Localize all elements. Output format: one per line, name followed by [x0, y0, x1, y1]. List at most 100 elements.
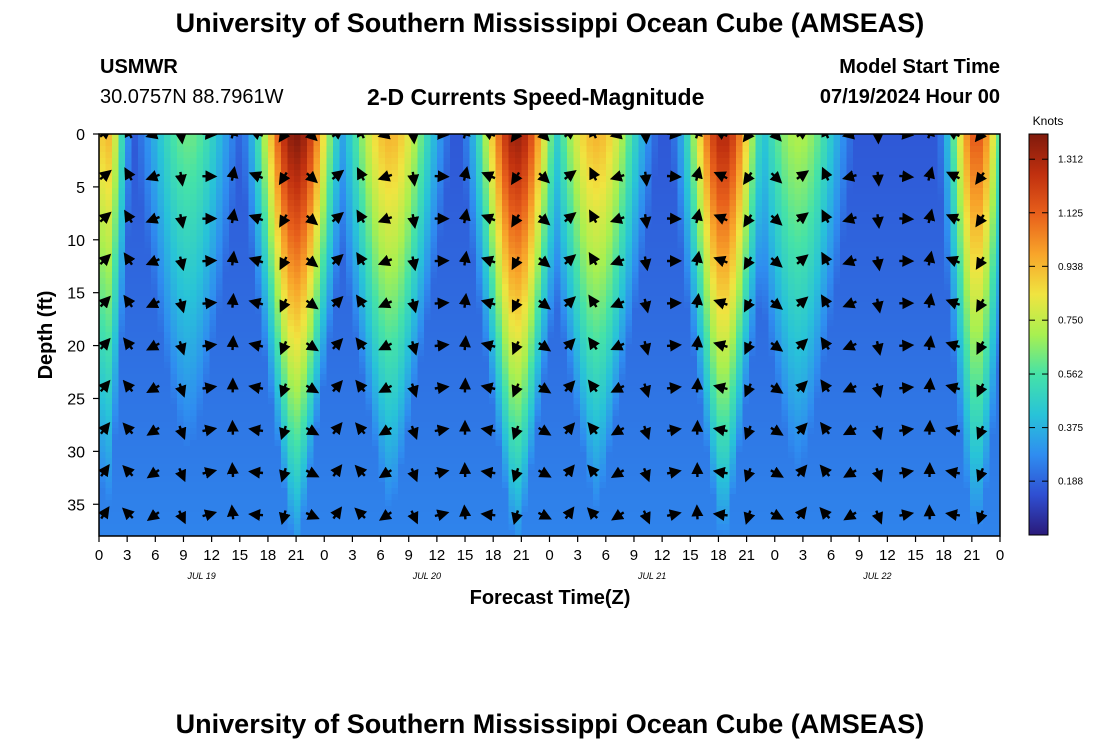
heatmap-cell [879, 242, 887, 249]
heatmap-cell [515, 206, 523, 213]
heatmap-cell [502, 134, 510, 141]
heatmap-cell [242, 134, 250, 141]
heatmap-cell [131, 320, 139, 327]
heatmap-cell [203, 338, 211, 345]
heatmap-cell [164, 302, 172, 309]
heatmap-cell [677, 140, 685, 147]
heatmap-cell [580, 188, 588, 195]
heatmap-cell [879, 296, 887, 303]
heatmap-cell [326, 332, 334, 339]
heatmap-cell [404, 224, 412, 231]
heatmap-cell [281, 236, 289, 243]
heatmap-cell [528, 272, 536, 279]
heatmap-cell [307, 284, 315, 291]
heatmap-cell [885, 272, 893, 279]
heatmap-cell [365, 254, 373, 261]
heatmap-cell [645, 170, 653, 177]
heatmap-cell [833, 194, 841, 201]
heatmap-cell [521, 302, 529, 309]
heatmap-cell [658, 338, 666, 345]
heatmap-cell [684, 170, 692, 177]
heatmap-cell [976, 182, 984, 189]
heatmap-cell [911, 200, 919, 207]
heatmap-cell [521, 158, 529, 165]
heatmap-cell [281, 182, 289, 189]
heatmap-cell [983, 284, 991, 291]
heatmap-cell [521, 182, 529, 189]
heatmap-cell [775, 230, 783, 237]
heatmap-cell [326, 230, 334, 237]
heatmap-cell [157, 260, 165, 267]
heatmap-cell [515, 182, 523, 189]
heatmap-cell [495, 248, 503, 255]
heatmap-cell [105, 314, 113, 321]
heatmap-cell [164, 278, 172, 285]
heatmap-cell [996, 134, 1000, 141]
heatmap-cell [580, 236, 588, 243]
heatmap-cell [918, 182, 926, 189]
heatmap-cell [300, 278, 308, 285]
heatmap-cell [885, 134, 893, 141]
heatmap-cell [144, 242, 152, 249]
heatmap-cell [248, 230, 256, 237]
heatmap-cell [905, 314, 913, 321]
heatmap-cell [320, 182, 328, 189]
heatmap-cell [144, 314, 152, 321]
heatmap-cell [125, 332, 133, 339]
heatmap-cell [417, 152, 425, 159]
heatmap-cell [820, 332, 828, 339]
heatmap-cell [333, 248, 341, 255]
heatmap-cell [885, 248, 893, 255]
heatmap-cell [190, 212, 198, 219]
heatmap-cell [430, 344, 438, 351]
heatmap-cell [138, 266, 146, 273]
heatmap-cell [619, 194, 627, 201]
heatmap-cell [918, 206, 926, 213]
heatmap-cell [274, 218, 282, 225]
heatmap-cell [417, 326, 425, 333]
heatmap-cell [710, 272, 718, 279]
heatmap-cell [612, 320, 620, 327]
heatmap-cell [469, 158, 477, 165]
heatmap-cell [684, 206, 692, 213]
heatmap-cell [235, 194, 243, 201]
heatmap-cell [222, 254, 230, 261]
heatmap-cell [203, 284, 211, 291]
heatmap-cell [482, 236, 490, 243]
heatmap-cell [333, 194, 341, 201]
heatmap-cell [456, 296, 464, 303]
heatmap-cell [138, 284, 146, 291]
heatmap-cell [209, 158, 217, 165]
heatmap-cell [541, 152, 549, 159]
heatmap-cell [872, 164, 880, 171]
heatmap-cell [911, 152, 919, 159]
heatmap-cell [794, 182, 802, 189]
heatmap-cell [599, 158, 607, 165]
heatmap-cell [677, 230, 685, 237]
heatmap-cell [222, 284, 230, 291]
heatmap-cell [489, 242, 497, 249]
heatmap-cell [781, 194, 789, 201]
heatmap-cell [443, 266, 451, 273]
heatmap-cell [183, 326, 191, 333]
heatmap-cell [573, 320, 581, 327]
heatmap-cell [736, 344, 744, 351]
heatmap-cell [846, 182, 854, 189]
heatmap-cell [372, 338, 380, 345]
heatmap-cell [755, 344, 763, 351]
heatmap-cell [313, 344, 321, 351]
heatmap-cell [495, 278, 503, 285]
heatmap-cell [905, 320, 913, 327]
heatmap-cell [918, 140, 926, 147]
heatmap-cell [755, 218, 763, 225]
heatmap-cell [534, 164, 542, 171]
heatmap-cell [131, 242, 139, 249]
heatmap-cell [424, 278, 432, 285]
heatmap-cell [599, 170, 607, 177]
heatmap-cell [502, 152, 510, 159]
heatmap-cell [164, 272, 172, 279]
heatmap-cell [729, 182, 737, 189]
heatmap-cell [989, 302, 997, 309]
heatmap-cell [690, 320, 698, 327]
heatmap-cell [190, 182, 198, 189]
